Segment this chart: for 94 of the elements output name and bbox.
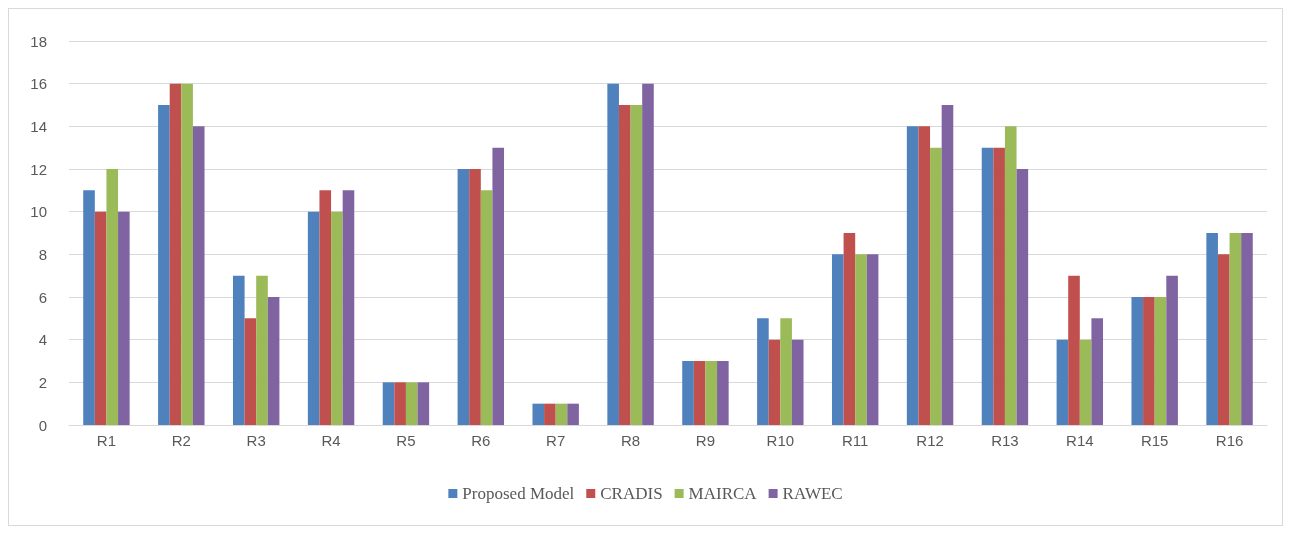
bar [469,169,481,425]
bar [169,83,182,425]
x-tick-label: R11 [841,432,869,449]
x-tick-label: R9 [695,432,716,449]
bar [480,190,493,425]
bar [244,318,257,425]
bar [682,361,694,425]
bar [930,147,942,425]
bar [993,147,1005,425]
bar [1016,169,1029,425]
x-tick-label: R15 [1140,432,1169,449]
bar [256,275,268,425]
bar [192,126,205,425]
bar [693,361,706,425]
bar [607,83,619,425]
bar [492,147,505,425]
bar [417,382,430,425]
bar [705,361,718,425]
bar [83,190,95,425]
bar [232,275,245,425]
bar [1206,233,1218,425]
legend-label: CRADIS [600,484,663,503]
x-tick-label: R8 [620,432,641,449]
bar [1241,233,1253,425]
bar [1131,297,1144,425]
bar [267,297,280,425]
bar [1154,297,1167,425]
bar [394,382,406,425]
bar [307,211,320,425]
y-tick-label: 18 [30,32,47,50]
bar [1091,318,1104,425]
bar [1166,275,1178,425]
y-tick-label: 0 [38,416,47,434]
bar [717,361,729,425]
bar [831,254,844,425]
bar [181,83,193,425]
y-tick-label: 12 [30,160,47,178]
x-tick-label: R6 [471,432,491,449]
x-tick-label: R1 [96,432,117,449]
bar [1056,339,1069,425]
bar [532,403,545,425]
x-tick-label: R2 [171,432,191,449]
bar [630,105,643,425]
y-tick-label: 8 [38,245,47,263]
bar [1004,126,1017,425]
y-tick-label: 16 [30,75,47,93]
bar [405,382,418,425]
bar [642,83,654,425]
bar [544,403,556,425]
x-tick-label: R4 [321,432,341,449]
bar [918,126,931,425]
bar [331,211,343,425]
x-tick-label: R7 [546,432,566,449]
legend-label: RAWEC [782,484,843,503]
bar [158,105,170,425]
y-tick-label: 4 [38,331,47,349]
y-tick-label: 10 [30,203,47,221]
bar [855,254,867,425]
x-tick-label: R16 [1215,432,1244,449]
bar [457,169,470,425]
x-tick-label: R13 [991,432,1019,449]
bar [1143,297,1155,425]
bar [941,105,954,425]
x-tick-label: R3 [246,432,266,449]
bar [1068,275,1080,425]
bar [791,339,804,425]
bar [906,126,919,425]
bar [319,190,332,425]
bar [981,147,994,425]
bar [618,105,631,425]
x-tick-label: R10 [766,432,795,449]
bar [106,169,119,425]
bar [780,318,792,425]
bar [555,403,568,425]
bar [1229,233,1242,425]
bar [1079,339,1092,425]
y-tick-label: 14 [30,117,47,135]
bar [1217,254,1230,425]
y-tick-label: 2 [38,373,47,391]
bar [342,190,355,425]
y-tick-label: 6 [38,288,47,306]
bar [757,318,769,425]
x-tick-label: R5 [396,432,416,449]
bar [866,254,879,425]
bar [843,233,856,425]
bar [382,382,395,425]
bar [118,211,130,425]
bar [768,339,781,425]
legend-label: MAIRCA [688,484,758,503]
bar [94,211,107,425]
x-tick-label: R14 [1066,432,1094,449]
bar [567,403,579,425]
legend-label: Proposed Model [462,484,575,503]
x-tick-label: R12 [916,432,944,449]
